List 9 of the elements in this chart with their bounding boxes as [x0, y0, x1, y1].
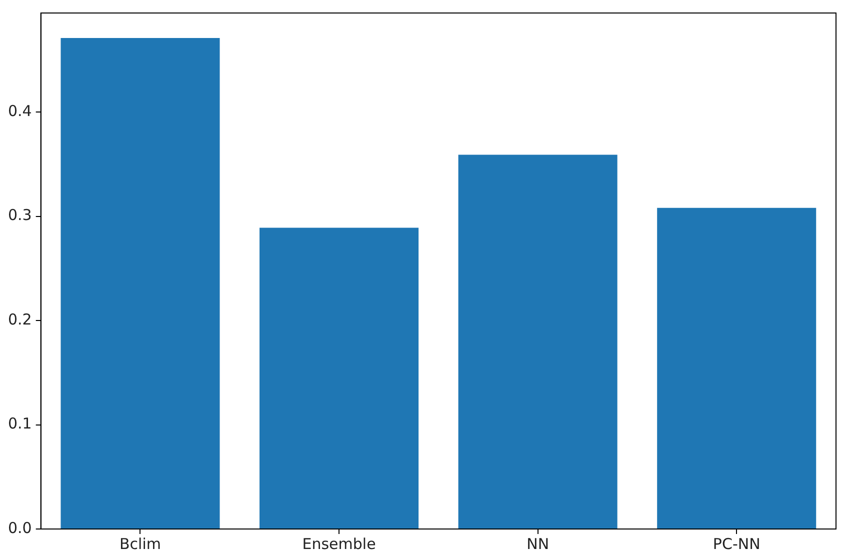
y-tick-label: 0.3	[8, 206, 32, 224]
x-tick-label: NN	[526, 534, 550, 553]
y-tick-label: 0.4	[8, 102, 32, 120]
y-tick-label: 0.0	[8, 518, 32, 537]
x-tick-label: PC-NN	[712, 534, 760, 553]
x-tick-label: Bclim	[120, 534, 161, 553]
y-tick-label: 0.1	[8, 414, 32, 433]
x-tick-label: Ensemble	[302, 534, 376, 553]
y-tick-label: 0.2	[8, 310, 32, 328]
